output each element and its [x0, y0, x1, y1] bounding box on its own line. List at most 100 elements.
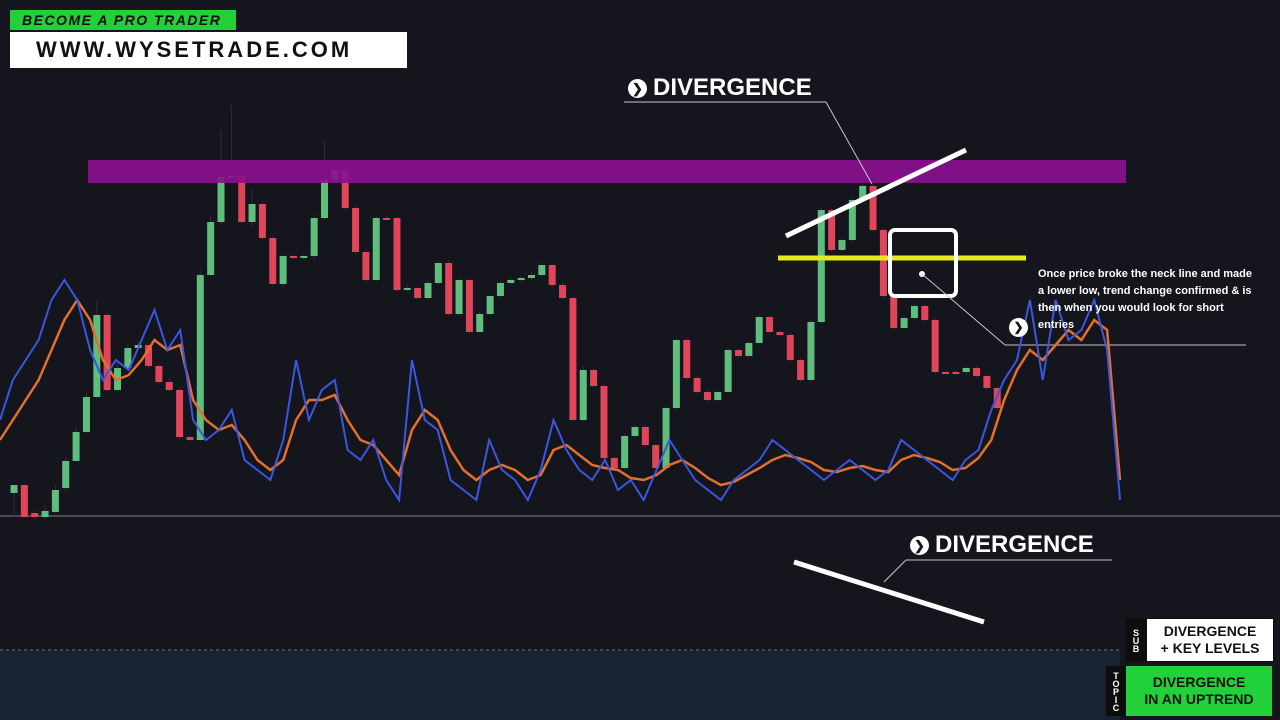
- candle: [921, 306, 929, 320]
- chevron-right-icon: ❯: [628, 78, 647, 98]
- candle: [952, 372, 960, 374]
- candle: [51, 490, 59, 512]
- candle: [714, 392, 722, 400]
- indicator-pane-bg: [0, 650, 1120, 720]
- indicator-fast-line: [0, 278, 1121, 503]
- candle: [910, 306, 918, 318]
- sub-badge-side: SUB: [1126, 618, 1146, 662]
- candle: [662, 408, 670, 468]
- topic-badge-line2: IN AN UPTREND: [1144, 691, 1254, 707]
- candle: [217, 177, 225, 222]
- candle: [942, 372, 949, 374]
- brand-url: WWW.WYSETRADE.COM: [10, 32, 407, 68]
- candle: [579, 370, 587, 420]
- candle: [703, 392, 711, 400]
- candle: [621, 436, 629, 468]
- candle: [879, 230, 887, 296]
- candle: [393, 218, 401, 290]
- indicator-callout-leader: [883, 559, 907, 583]
- candle: [672, 340, 680, 408]
- candle: [962, 368, 970, 372]
- candle: [683, 340, 691, 378]
- resistance-zone: [88, 160, 1126, 183]
- candle: [93, 315, 101, 397]
- candle: [569, 298, 577, 420]
- candle: [321, 180, 328, 218]
- candle: [20, 485, 28, 517]
- sub-badge: SUB DIVERGENCE + KEY LEVELS: [1126, 618, 1274, 662]
- candle: [352, 208, 360, 252]
- candle: [859, 186, 867, 200]
- price-divergence-trendline: [784, 147, 968, 239]
- breakout-highlight-box: [888, 228, 958, 298]
- candle: [424, 283, 432, 298]
- candle: [372, 218, 380, 280]
- candle: [828, 210, 836, 250]
- candle: [10, 485, 18, 493]
- candle: [155, 366, 163, 382]
- candle: [31, 513, 39, 517]
- candlestick-series: [10, 105, 1001, 520]
- candle: [983, 376, 991, 388]
- candle: [517, 278, 525, 280]
- candle: [931, 320, 939, 372]
- candle: [652, 445, 660, 468]
- candle: [124, 348, 132, 368]
- indicator-divergence-label: DIVERGENCE: [935, 531, 1094, 558]
- candle: [548, 265, 556, 285]
- chevron-right-icon: ❯: [910, 535, 929, 555]
- candle: [341, 170, 349, 208]
- candle: [72, 432, 80, 461]
- candle: [890, 296, 898, 328]
- price-divergence-label: DIVERGENCE: [653, 74, 812, 101]
- topic-badge-body: DIVERGENCE IN AN UPTREND: [1126, 666, 1272, 716]
- candle: [186, 437, 194, 440]
- candle: [786, 335, 794, 360]
- candle: [165, 382, 173, 390]
- candle: [973, 368, 981, 376]
- candle: [610, 458, 618, 468]
- indicator-divergence-callout: ❯ DIVERGENCE: [910, 531, 1094, 559]
- candle: [538, 265, 546, 275]
- candle: [766, 317, 774, 332]
- candle: [41, 511, 49, 517]
- candle: [817, 210, 825, 322]
- note-leader: [921, 273, 1006, 346]
- candle: [848, 200, 856, 240]
- topic-badge: TOPIC DIVERGENCE IN AN UPTREND: [1106, 666, 1272, 716]
- price-divergence-callout: ❯ DIVERGENCE: [628, 74, 812, 102]
- candle: [631, 427, 639, 436]
- candle: [476, 314, 484, 332]
- candle: [745, 343, 753, 356]
- candle: [238, 176, 246, 222]
- candle: [807, 322, 815, 380]
- candle: [362, 252, 370, 280]
- candle: [279, 256, 287, 284]
- candle: [445, 263, 453, 314]
- candle: [693, 378, 701, 392]
- topic-badge-line1: DIVERGENCE: [1152, 674, 1246, 690]
- candle: [496, 283, 504, 296]
- candle: [196, 275, 204, 440]
- candle: [103, 315, 111, 390]
- candle: [269, 238, 277, 284]
- candle: [434, 263, 442, 283]
- candle: [248, 204, 256, 222]
- candle: [176, 390, 184, 437]
- candle: [300, 256, 308, 258]
- sub-badge-body: DIVERGENCE + KEY LEVELS: [1146, 618, 1274, 662]
- candle: [289, 256, 297, 258]
- indicator-divergence-trendline: [793, 559, 985, 625]
- candle: [590, 370, 598, 386]
- sub-badge-line1: DIVERGENCE: [1163, 623, 1257, 639]
- candle: [455, 280, 463, 314]
- candle: [62, 461, 70, 488]
- candle: [641, 427, 649, 445]
- candle: [724, 350, 732, 392]
- candle: [869, 186, 877, 230]
- chevron-right-icon: ❯: [1009, 318, 1028, 337]
- candle: [258, 204, 266, 238]
- candle: [486, 296, 494, 314]
- indicator-series: [0, 278, 1122, 503]
- candle: [82, 397, 90, 432]
